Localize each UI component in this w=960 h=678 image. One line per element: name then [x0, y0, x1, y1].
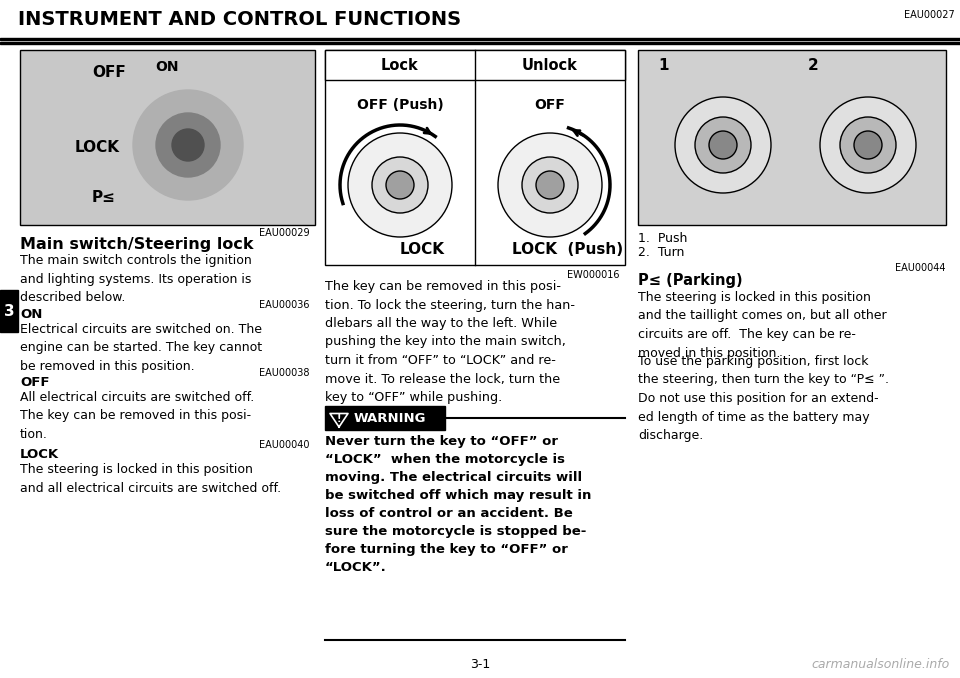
Circle shape: [709, 131, 737, 159]
Text: ON: ON: [20, 308, 42, 321]
Text: EAU00029: EAU00029: [259, 228, 310, 238]
Circle shape: [695, 117, 751, 173]
Bar: [0, 42, 960, 43]
Text: WARNING: WARNING: [353, 412, 426, 424]
Circle shape: [536, 171, 564, 199]
Circle shape: [498, 133, 602, 237]
Text: LOCK  (Push): LOCK (Push): [512, 242, 623, 257]
Text: P≤ (Parking): P≤ (Parking): [638, 273, 743, 288]
Circle shape: [820, 97, 916, 193]
Bar: [325, 50, 625, 80]
Circle shape: [133, 90, 243, 200]
Bar: [638, 50, 946, 225]
Text: P≤: P≤: [92, 190, 116, 205]
Circle shape: [172, 129, 204, 161]
Text: Lock: Lock: [381, 58, 419, 73]
Text: 1.  Push: 1. Push: [638, 232, 687, 245]
Circle shape: [840, 117, 896, 173]
Circle shape: [854, 131, 882, 159]
Text: 3: 3: [4, 304, 14, 319]
Text: The steering is locked in this position
and the taillight comes on, but all othe: The steering is locked in this position …: [638, 291, 887, 359]
Circle shape: [675, 97, 771, 193]
Circle shape: [372, 157, 428, 213]
Text: EAU00040: EAU00040: [259, 440, 310, 450]
Text: LOCK: LOCK: [20, 448, 60, 461]
Text: Main switch/Steering lock: Main switch/Steering lock: [20, 237, 253, 252]
Text: The steering is locked in this position
and all electrical circuits are switched: The steering is locked in this position …: [20, 463, 281, 494]
Text: LOCK: LOCK: [400, 242, 445, 257]
Text: All electrical circuits are switched off.
The key can be removed in this posi-
t: All electrical circuits are switched off…: [20, 391, 254, 441]
Circle shape: [386, 171, 414, 199]
Text: EAU00027: EAU00027: [904, 10, 955, 20]
Text: To use the parking position, first lock
the steering, then turn the key to “P≤ ”: To use the parking position, first lock …: [638, 355, 889, 442]
Text: EAU00036: EAU00036: [259, 300, 310, 310]
Bar: [0, 290, 18, 332]
Bar: [20, 50, 315, 225]
Text: 3-1: 3-1: [469, 658, 491, 671]
Text: OFF: OFF: [535, 98, 565, 112]
Text: Unlock: Unlock: [522, 58, 578, 73]
Text: The main switch controls the ignition
and lighting systems. Its operation is
des: The main switch controls the ignition an…: [20, 254, 252, 304]
Text: Never turn the key to “OFF” or
“LOCK”  when the motorcycle is
moving. The electr: Never turn the key to “OFF” or “LOCK” wh…: [325, 435, 591, 574]
Text: OFF: OFF: [92, 65, 126, 80]
Circle shape: [348, 133, 452, 237]
Text: ON: ON: [155, 60, 179, 74]
Text: EW000016: EW000016: [567, 270, 620, 280]
Text: 1: 1: [658, 58, 668, 73]
Bar: [325, 406, 445, 430]
Text: 2.  Turn: 2. Turn: [638, 246, 684, 259]
Text: !: !: [337, 414, 341, 424]
Text: LOCK: LOCK: [75, 140, 120, 155]
Text: Electrical circuits are switched on. The
engine can be started. The key cannot
b: Electrical circuits are switched on. The…: [20, 323, 262, 373]
Bar: [325, 50, 625, 265]
Text: EAU00044: EAU00044: [896, 263, 946, 273]
Bar: [0, 38, 960, 40]
Text: carmanualsonline.info: carmanualsonline.info: [812, 658, 950, 671]
Text: INSTRUMENT AND CONTROL FUNCTIONS: INSTRUMENT AND CONTROL FUNCTIONS: [18, 10, 461, 29]
Text: OFF (Push): OFF (Push): [356, 98, 444, 112]
Circle shape: [156, 113, 220, 177]
Text: OFF: OFF: [20, 376, 50, 389]
Text: 2: 2: [807, 58, 818, 73]
Text: The key can be removed in this posi-
tion. To lock the steering, turn the han-
d: The key can be removed in this posi- tio…: [325, 280, 575, 404]
Circle shape: [522, 157, 578, 213]
Bar: [348, 133, 452, 237]
Text: EAU00038: EAU00038: [259, 368, 310, 378]
